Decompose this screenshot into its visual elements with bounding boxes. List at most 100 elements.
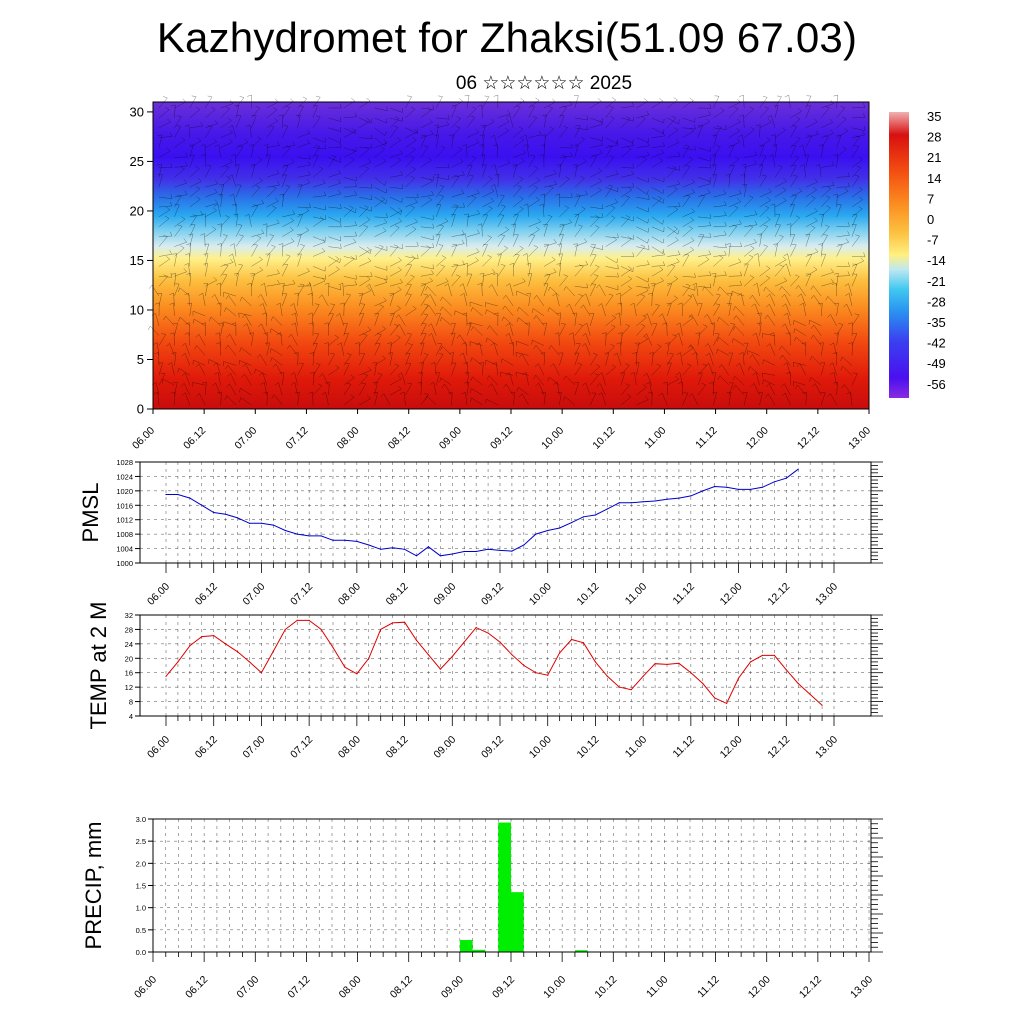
wind-barb	[666, 362, 672, 376]
wind-barb-flag	[763, 244, 768, 247]
wind-barb	[251, 159, 263, 168]
wind-barb-flag	[847, 271, 850, 276]
wind-barb	[297, 142, 310, 148]
wind-barb-flag	[616, 139, 618, 144]
wind-barb-flag	[216, 282, 221, 285]
wind-barb-flag	[646, 110, 650, 115]
wind-barb-flag	[580, 136, 585, 140]
wind-barb	[836, 275, 850, 277]
wind-barb-flag	[338, 282, 343, 286]
wind-barb	[651, 305, 660, 317]
wind-barb	[310, 283, 314, 297]
wind-barb	[297, 245, 305, 257]
wind-barb-flag	[197, 137, 202, 141]
wind-barb	[374, 246, 384, 257]
wind-barb-flag	[215, 332, 220, 335]
pmsl-data-point	[344, 539, 346, 541]
wind-barb-flag	[291, 312, 296, 316]
wind-barb	[841, 356, 853, 366]
wind-barb-flag	[160, 372, 166, 374]
wind-barb	[505, 295, 514, 307]
wind-barb	[435, 313, 441, 326]
wind-barb	[759, 124, 761, 138]
wind-barb	[620, 236, 634, 240]
wind-barb-flag	[597, 303, 602, 307]
wind-barb	[543, 283, 549, 297]
wind-barb	[389, 196, 402, 203]
wind-barb-flag	[515, 105, 521, 108]
wind-barb-flag	[468, 174, 474, 177]
wind-barb	[158, 136, 172, 138]
wind-barb	[821, 272, 834, 277]
wind-barb	[682, 285, 696, 291]
wind-barb	[651, 352, 654, 366]
wind-barb-flag	[461, 233, 466, 236]
wind-barb-flag	[441, 384, 445, 388]
wind-barb-flag	[714, 333, 720, 335]
wind-barb-flag	[406, 362, 411, 364]
wind-barb-flag	[364, 166, 369, 169]
wind-barb-flag	[739, 280, 742, 286]
wind-barb-flag	[330, 353, 335, 355]
wind-barb-flag	[677, 302, 683, 305]
wind-barb-flag	[335, 256, 340, 260]
wind-barb-flag	[215, 342, 221, 345]
wind-barb-flag	[218, 322, 223, 324]
wind-barb	[328, 236, 341, 242]
wind-barb	[205, 141, 217, 148]
wind-barb	[820, 243, 823, 257]
wind-barb-flag	[456, 116, 461, 119]
wind-barb	[785, 303, 791, 316]
wind-barb-flag	[336, 313, 340, 317]
wind-barb	[728, 303, 732, 316]
wind-barb	[559, 115, 565, 128]
wind-barb	[636, 187, 648, 195]
wind-barb	[543, 271, 557, 277]
section-x-axis: 06.00 06.12 07.00 07.12 08.00 08.12 09.00 09.12…	[130, 409, 873, 452]
wind-barb	[297, 115, 301, 128]
wind-barb	[553, 363, 560, 376]
wind-barb-flag	[185, 152, 188, 157]
wind-barb-flag	[811, 225, 816, 228]
wind-barb	[297, 210, 310, 218]
wind-barb-flag	[701, 383, 706, 385]
wind-barb	[262, 303, 268, 316]
wind-barb-flag	[185, 161, 188, 166]
wind-barb-flag	[507, 159, 511, 164]
wind-barb	[636, 399, 649, 406]
wind-barb	[235, 265, 243, 277]
wind-barb	[574, 117, 588, 121]
wind-barb-flag	[440, 306, 443, 312]
wind-barb-flag	[711, 273, 717, 275]
wind-barb	[790, 244, 797, 257]
wind-barb	[282, 220, 294, 227]
wind-barb	[590, 254, 597, 267]
wind-barb-flag	[694, 272, 696, 278]
wind-barb-flag	[429, 382, 434, 385]
wind-barb	[374, 216, 388, 218]
wind-barb	[297, 392, 300, 406]
precip-x-tick-label: 07.00	[234, 974, 261, 1001]
wind-barb-flag	[214, 188, 218, 193]
wind-barb	[155, 313, 160, 326]
wind-barb	[399, 324, 406, 336]
temp-x-tick-label: 10.00	[527, 734, 554, 761]
wind-barb-flag	[766, 265, 771, 269]
wind-barb	[374, 222, 388, 228]
wind-barb	[235, 213, 239, 227]
wind-barb	[713, 372, 716, 386]
wind-barb-flag	[490, 184, 495, 188]
wind-barb-flag	[534, 363, 539, 368]
wind-barb	[374, 137, 385, 147]
wind-barb	[448, 283, 452, 297]
wind-barb-flag	[407, 382, 412, 384]
wind-barb	[482, 208, 493, 218]
wind-barb	[436, 354, 444, 366]
wind-barb-flag	[270, 357, 273, 362]
wind-barb-flag	[153, 391, 158, 395]
wind-barb	[574, 325, 583, 336]
wind-barb-flag	[690, 237, 695, 241]
wind-barb-flag	[488, 205, 493, 209]
temp-y-tick-label: 12	[125, 683, 133, 692]
wind-barb	[497, 235, 505, 247]
